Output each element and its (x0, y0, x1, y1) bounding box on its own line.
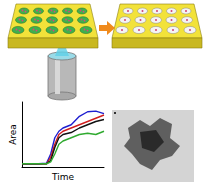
svg-text:Area: Area (8, 124, 18, 145)
svg-text:Time: Time (51, 172, 74, 182)
